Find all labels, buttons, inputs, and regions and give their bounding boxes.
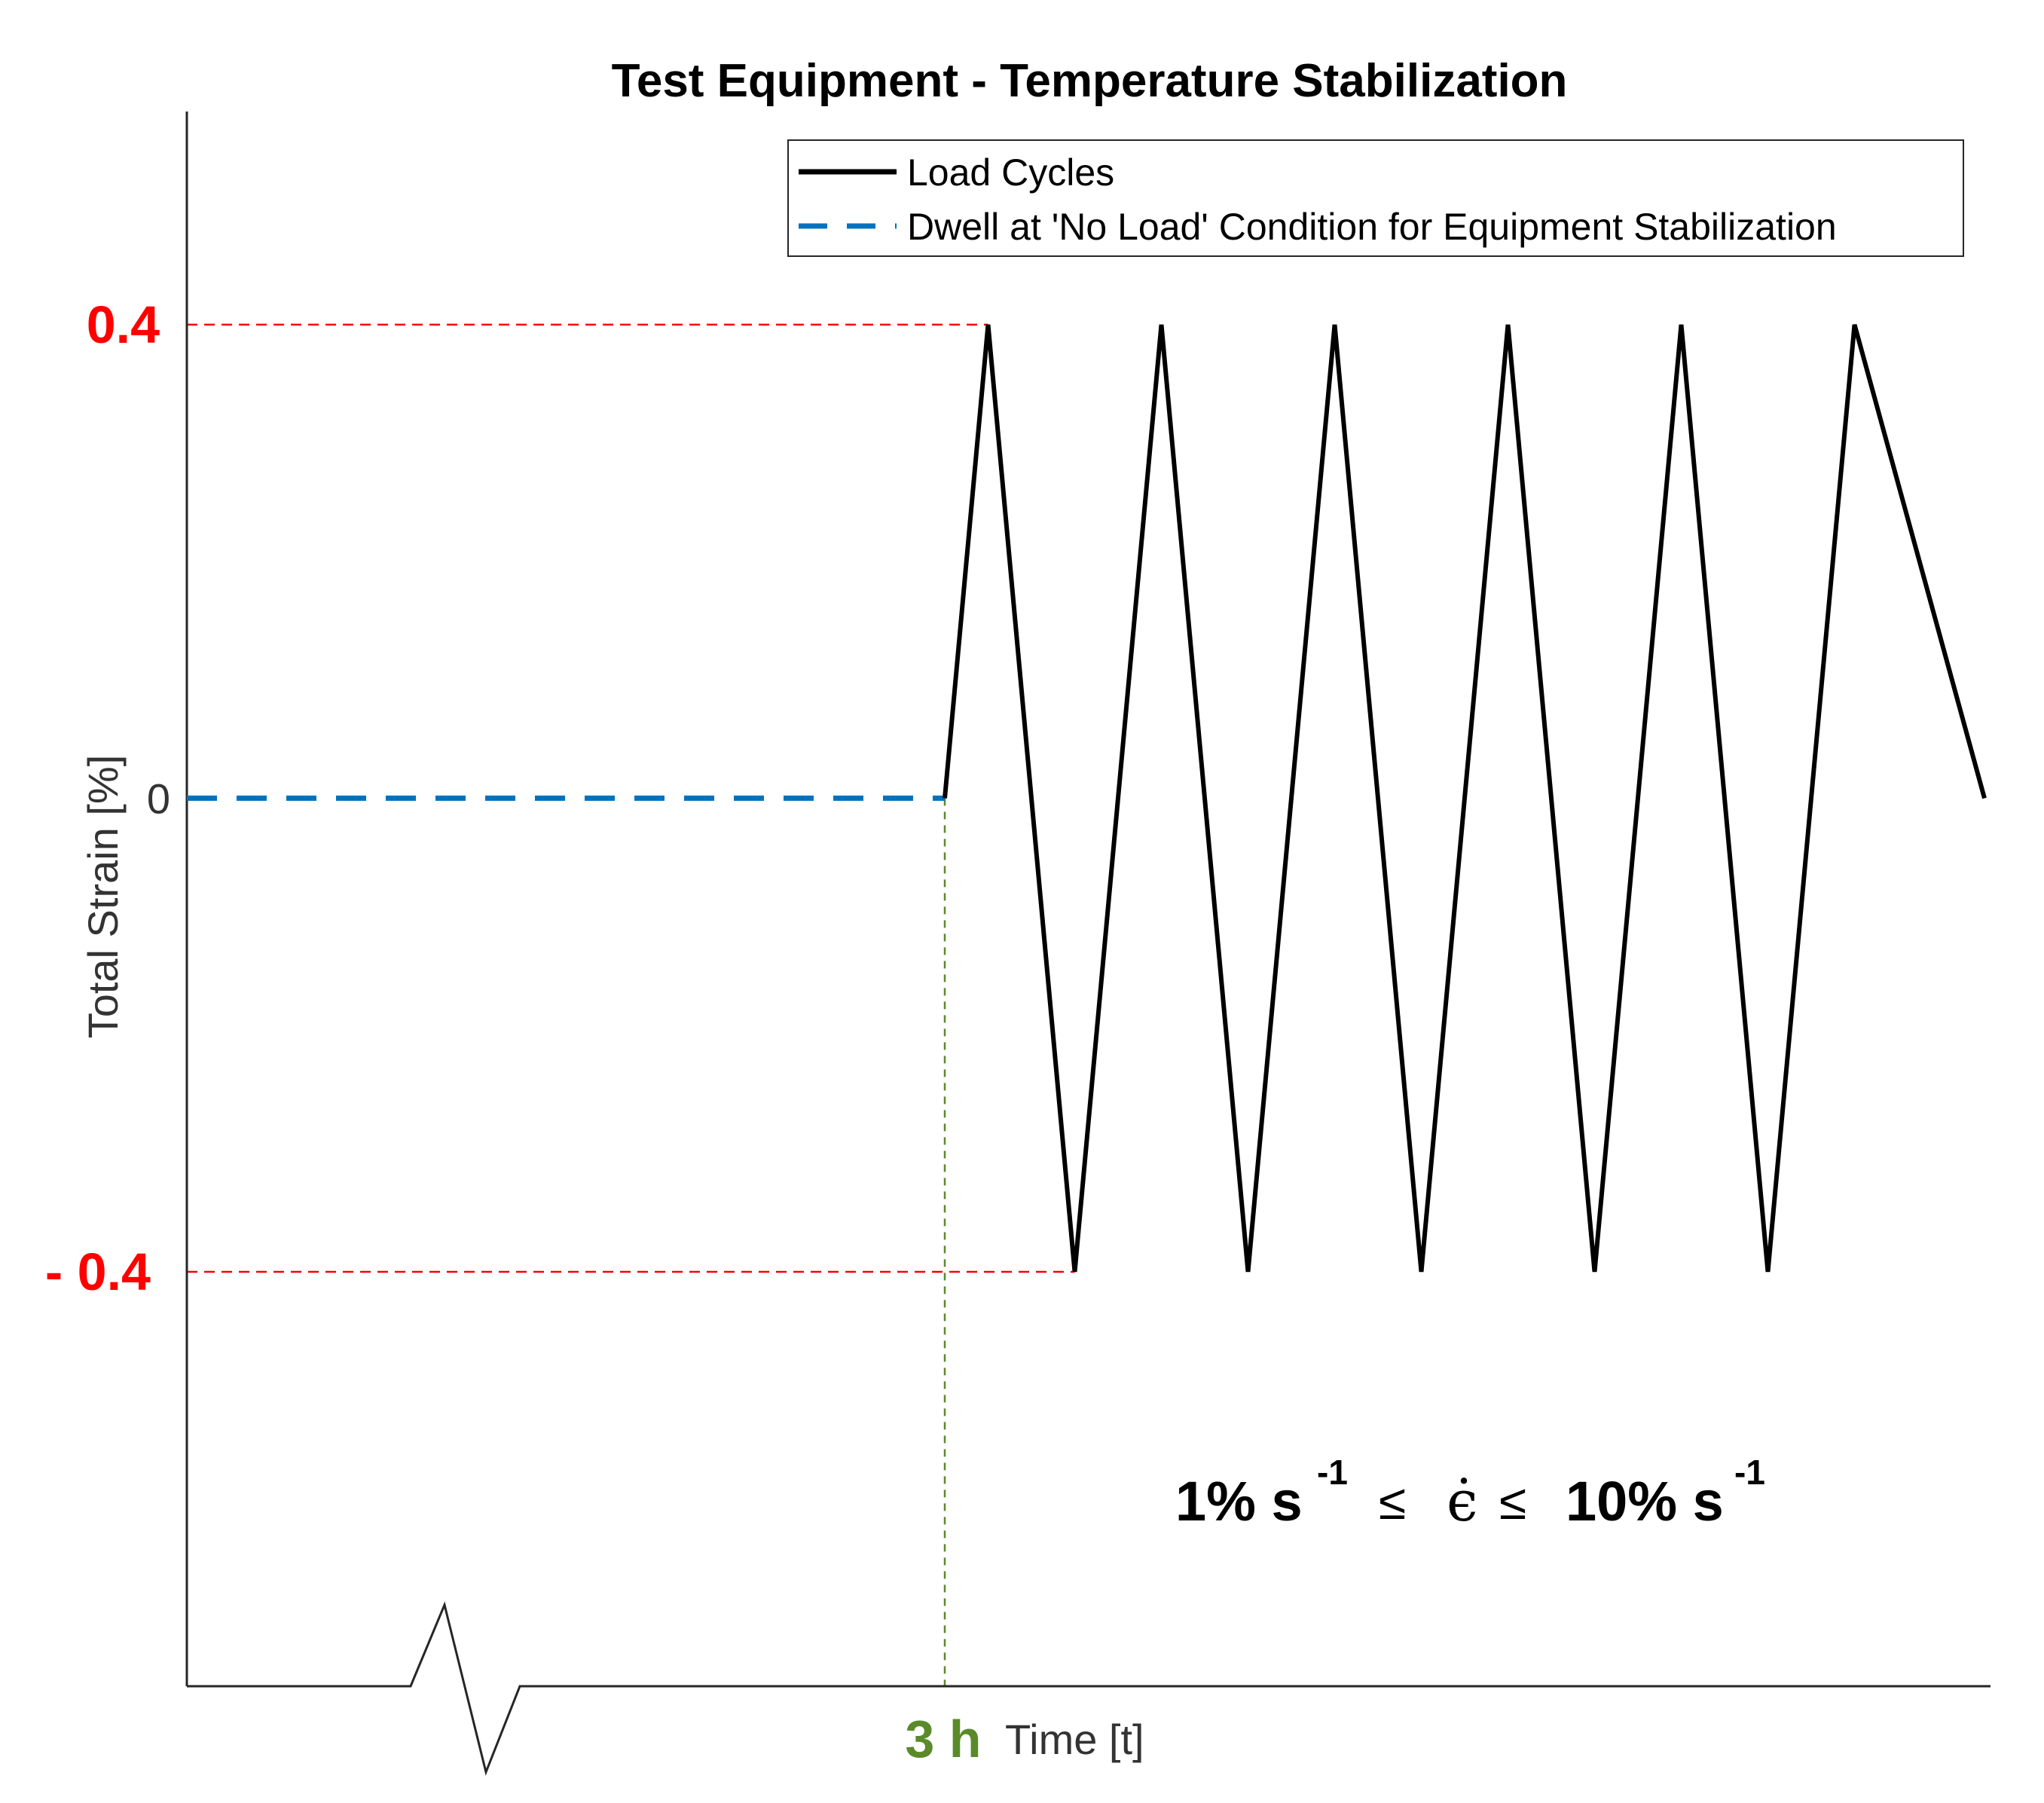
rate-tail: 10% s (1566, 1470, 1724, 1533)
series-layer (187, 324, 1987, 1273)
guide-lines (187, 323, 1075, 1686)
rate-less-equal-1: ≤ (1379, 1474, 1406, 1529)
x-axis-label: Time [t] (1005, 1716, 1144, 1763)
rate-exponent-2: -1 (1734, 1453, 1765, 1492)
x-marker-label: 3 h (905, 1710, 981, 1768)
rate-less-equal-2: ≤ (1499, 1474, 1526, 1529)
strain-rate-annotation: 1% s -1 ≤ ϵ̇ ≤ 10% s -1 (1175, 1453, 1765, 1534)
x-axis-line-with-break (187, 1601, 1991, 1776)
y-tick-label-0: 0 (147, 775, 170, 822)
series-load-cycles-line (943, 324, 1987, 1273)
y-axis-label: Total Strain [%] (79, 755, 127, 1039)
rate-lead: 1% s (1175, 1470, 1303, 1533)
chart-title: Test Equipment - Temperature Stabilizati… (612, 55, 1568, 107)
y-tick-label-minus-0.4: - 0.4 (45, 1242, 151, 1301)
rate-exponent-1: -1 (1317, 1453, 1348, 1492)
strain-rate-symbol: ϵ̇ (1447, 1469, 1477, 1534)
legend-box (787, 139, 1964, 257)
legend: Load Cycles Dwell at 'No Load' Condition… (787, 139, 1964, 257)
legend-label-load-cycles: Load Cycles (907, 151, 1114, 194)
y-tick-label-0.4: 0.4 (87, 295, 160, 354)
legend-label-dwell: Dwell at 'No Load' Condition for Equipme… (907, 206, 1837, 248)
